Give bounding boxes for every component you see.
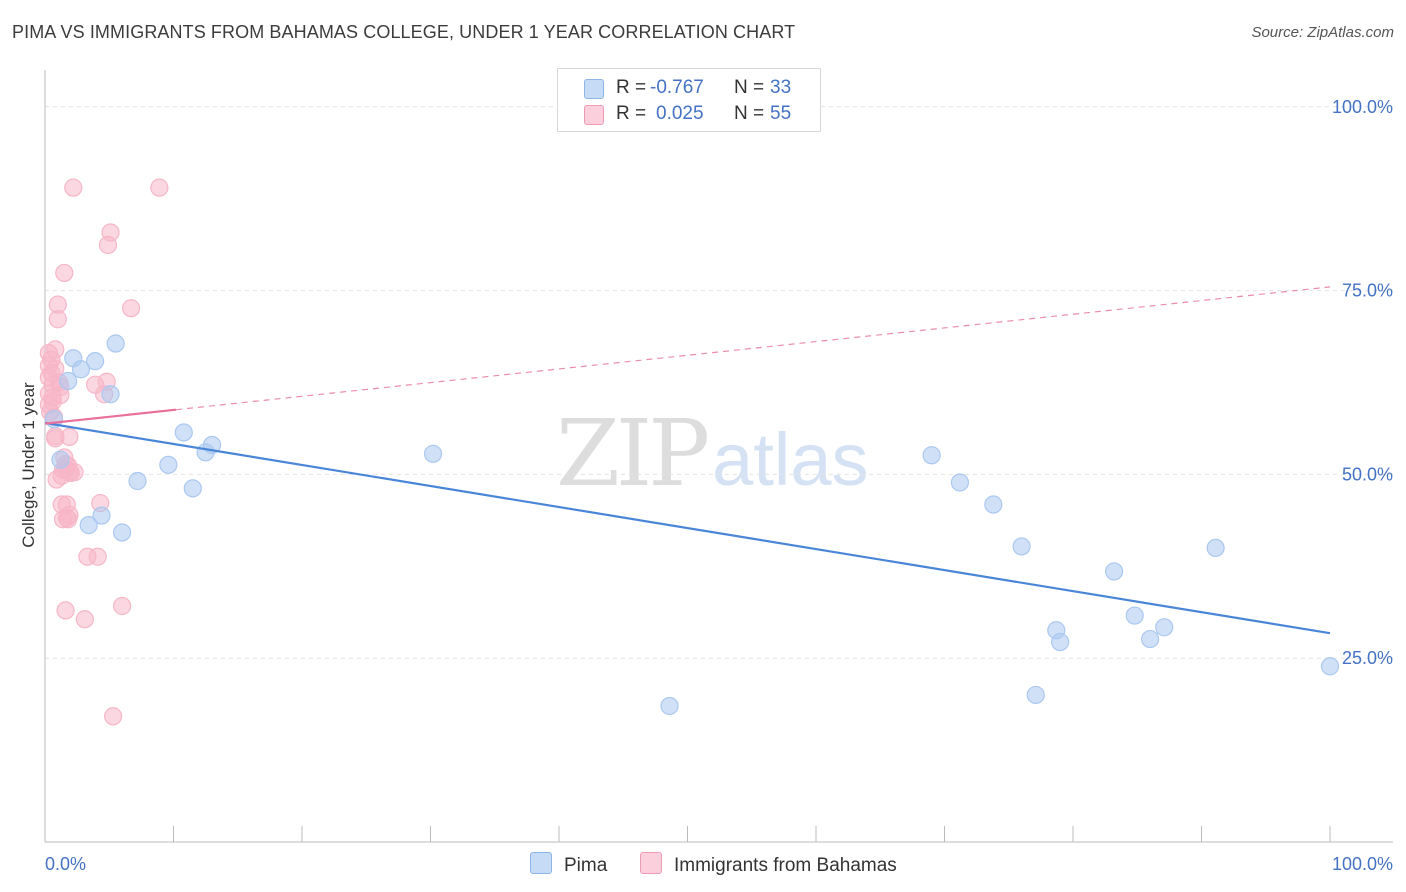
correlation-legend: R = -0.767 N = 33 R = 0.025 N = 55 xyxy=(557,68,821,132)
x-tick-label: 100.0% xyxy=(1332,854,1393,874)
bahamas-trend-extension xyxy=(176,286,1331,411)
y-tick-label: 100.0% xyxy=(1332,97,1393,117)
pima-point xyxy=(984,495,1003,514)
legend-n-value: 55 xyxy=(770,103,792,124)
bahamas-point xyxy=(51,385,70,405)
legend-row-pima: R = -0.767 N = 33 xyxy=(558,75,820,101)
bahamas-point xyxy=(60,505,79,524)
legend-row-bahamas: R = 0.025 N = 55 xyxy=(558,101,820,127)
legend-r-label: R = xyxy=(616,103,647,124)
pima-point xyxy=(1125,606,1144,625)
pima-point xyxy=(106,334,125,353)
pima-point xyxy=(1140,629,1160,649)
bahamas-point xyxy=(55,263,74,283)
bahamas-point xyxy=(150,178,169,197)
legend-r-value: 0.025 xyxy=(656,103,704,124)
pima-point xyxy=(660,696,679,716)
bahamas-point xyxy=(65,463,84,482)
pima-point xyxy=(1155,618,1174,637)
legend-r-value: -0.767 xyxy=(650,77,704,98)
pima-point xyxy=(112,523,132,542)
bottom-legend-bahamas: Immigrants from Bahamas xyxy=(640,852,897,877)
y-tick-label: 50.0% xyxy=(1342,464,1393,484)
pima-point xyxy=(101,385,120,404)
pima-point xyxy=(1206,538,1225,558)
bahamas-point xyxy=(64,178,83,197)
pima-point xyxy=(86,352,105,371)
pima-point xyxy=(79,516,98,535)
y-tick-label: 75.0% xyxy=(1342,281,1393,301)
bottom-legend-label-bahamas: Immigrants from Bahamas xyxy=(674,855,897,876)
pima-point xyxy=(159,455,178,474)
y-tick-label: 25.0% xyxy=(1342,648,1393,668)
bahamas-point xyxy=(75,610,94,629)
bahamas-point xyxy=(112,596,132,616)
pima-trend-line xyxy=(44,421,1331,635)
source-label: Source: ZipAtlas.com xyxy=(1251,24,1394,41)
pima-point xyxy=(174,423,193,442)
pima-point xyxy=(51,450,70,469)
bahamas-trend-line xyxy=(44,408,177,425)
pima-point xyxy=(1026,685,1045,705)
legend-n-label: N = xyxy=(734,77,765,98)
bahamas-point xyxy=(56,601,75,620)
pima-point xyxy=(423,444,443,463)
legend-swatch-bahamas xyxy=(584,105,604,125)
bahamas-point xyxy=(46,340,65,359)
bottom-legend-pima: Pima xyxy=(530,852,607,877)
bottom-legend-swatch-bahamas xyxy=(640,852,662,874)
pima-point xyxy=(92,506,111,525)
pima-point xyxy=(1051,632,1070,652)
legend-r-label: R = xyxy=(616,77,647,98)
bahamas-point xyxy=(88,547,107,566)
x-tick-label: 0.0% xyxy=(45,854,86,874)
bahamas-point xyxy=(121,299,141,318)
pima-point xyxy=(1012,537,1031,556)
pima-point xyxy=(1320,657,1340,676)
legend-swatch-pima xyxy=(584,79,604,99)
bahamas-point xyxy=(104,707,123,726)
bottom-legend-swatch-pima xyxy=(530,852,552,874)
pima-point xyxy=(59,371,78,391)
pima-point xyxy=(183,479,202,498)
pima-point xyxy=(71,360,91,379)
pima-point xyxy=(922,446,941,465)
bahamas-point xyxy=(60,427,79,446)
legend-n-value: 33 xyxy=(770,77,792,98)
pima-point xyxy=(128,471,147,491)
bahamas-point xyxy=(48,310,67,329)
pima-point xyxy=(950,473,970,492)
bottom-legend-label-pima: Pima xyxy=(564,855,608,876)
chart-title: PIMA VS IMMIGRANTS FROM BAHAMAS COLLEGE,… xyxy=(12,22,796,42)
y-axis-label: College, Under 1 year xyxy=(19,382,38,548)
bahamas-point xyxy=(101,223,120,242)
pima-point xyxy=(1105,562,1124,581)
legend-n-label: N = xyxy=(734,103,765,124)
